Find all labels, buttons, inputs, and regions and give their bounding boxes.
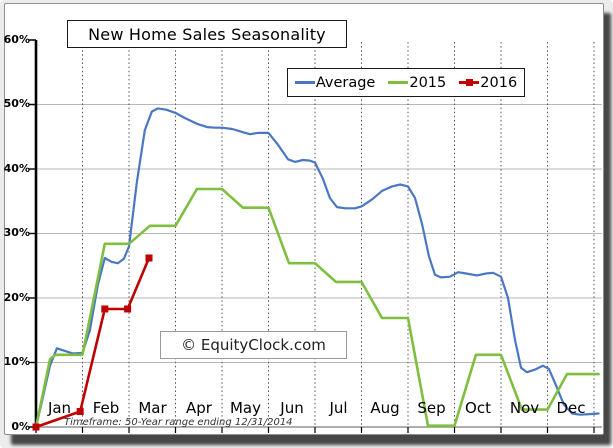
legend-label-2015: 2015 (409, 74, 447, 91)
month-label: Jul (329, 399, 348, 417)
legend-line-sample-average (294, 81, 315, 84)
chart-title: New Home Sales Seasonality (67, 20, 347, 48)
month-label: Jun (280, 399, 304, 417)
legend-item-average: Average (294, 74, 376, 91)
y-axis-label: 40% (3, 162, 30, 175)
month-label: Apr (186, 399, 212, 417)
watermark-text: © EquityClock.com (181, 336, 326, 354)
watermark-box: © EquityClock.com (160, 331, 347, 359)
month-label: Dec (556, 399, 586, 417)
y-axis-label: 0% (11, 420, 30, 433)
timeframe-note: Timeframe: 50-Year range ending 12/31/20… (64, 417, 293, 428)
y-axis-label: 20% (3, 291, 30, 304)
y-axis-label: 10% (3, 355, 30, 368)
legend-item-2016: 2016 (459, 75, 517, 91)
y-axis-label: 60% (3, 33, 30, 46)
month-label: Feb (92, 399, 120, 417)
legend-line-sample-2016 (459, 79, 480, 86)
month-label: Mar (138, 399, 167, 417)
legend-label-2016: 2016 (480, 74, 518, 91)
legend-line-sample-2015 (388, 81, 409, 84)
month-label: Nov (509, 399, 540, 417)
month-label: Oct (465, 399, 491, 417)
month-label: May (229, 399, 261, 417)
legend: Average 2015 2016 (287, 68, 525, 97)
month-label: Sep (417, 399, 446, 417)
month-label: Jan (47, 399, 72, 417)
legend-square-marker-2016 (466, 79, 473, 86)
y-axis-label: 50% (3, 97, 30, 110)
legend-label-average: Average (315, 74, 376, 91)
y-axis-label: 30% (3, 226, 30, 239)
month-label: Aug (370, 399, 400, 417)
legend-item-2015: 2015 (388, 75, 446, 91)
